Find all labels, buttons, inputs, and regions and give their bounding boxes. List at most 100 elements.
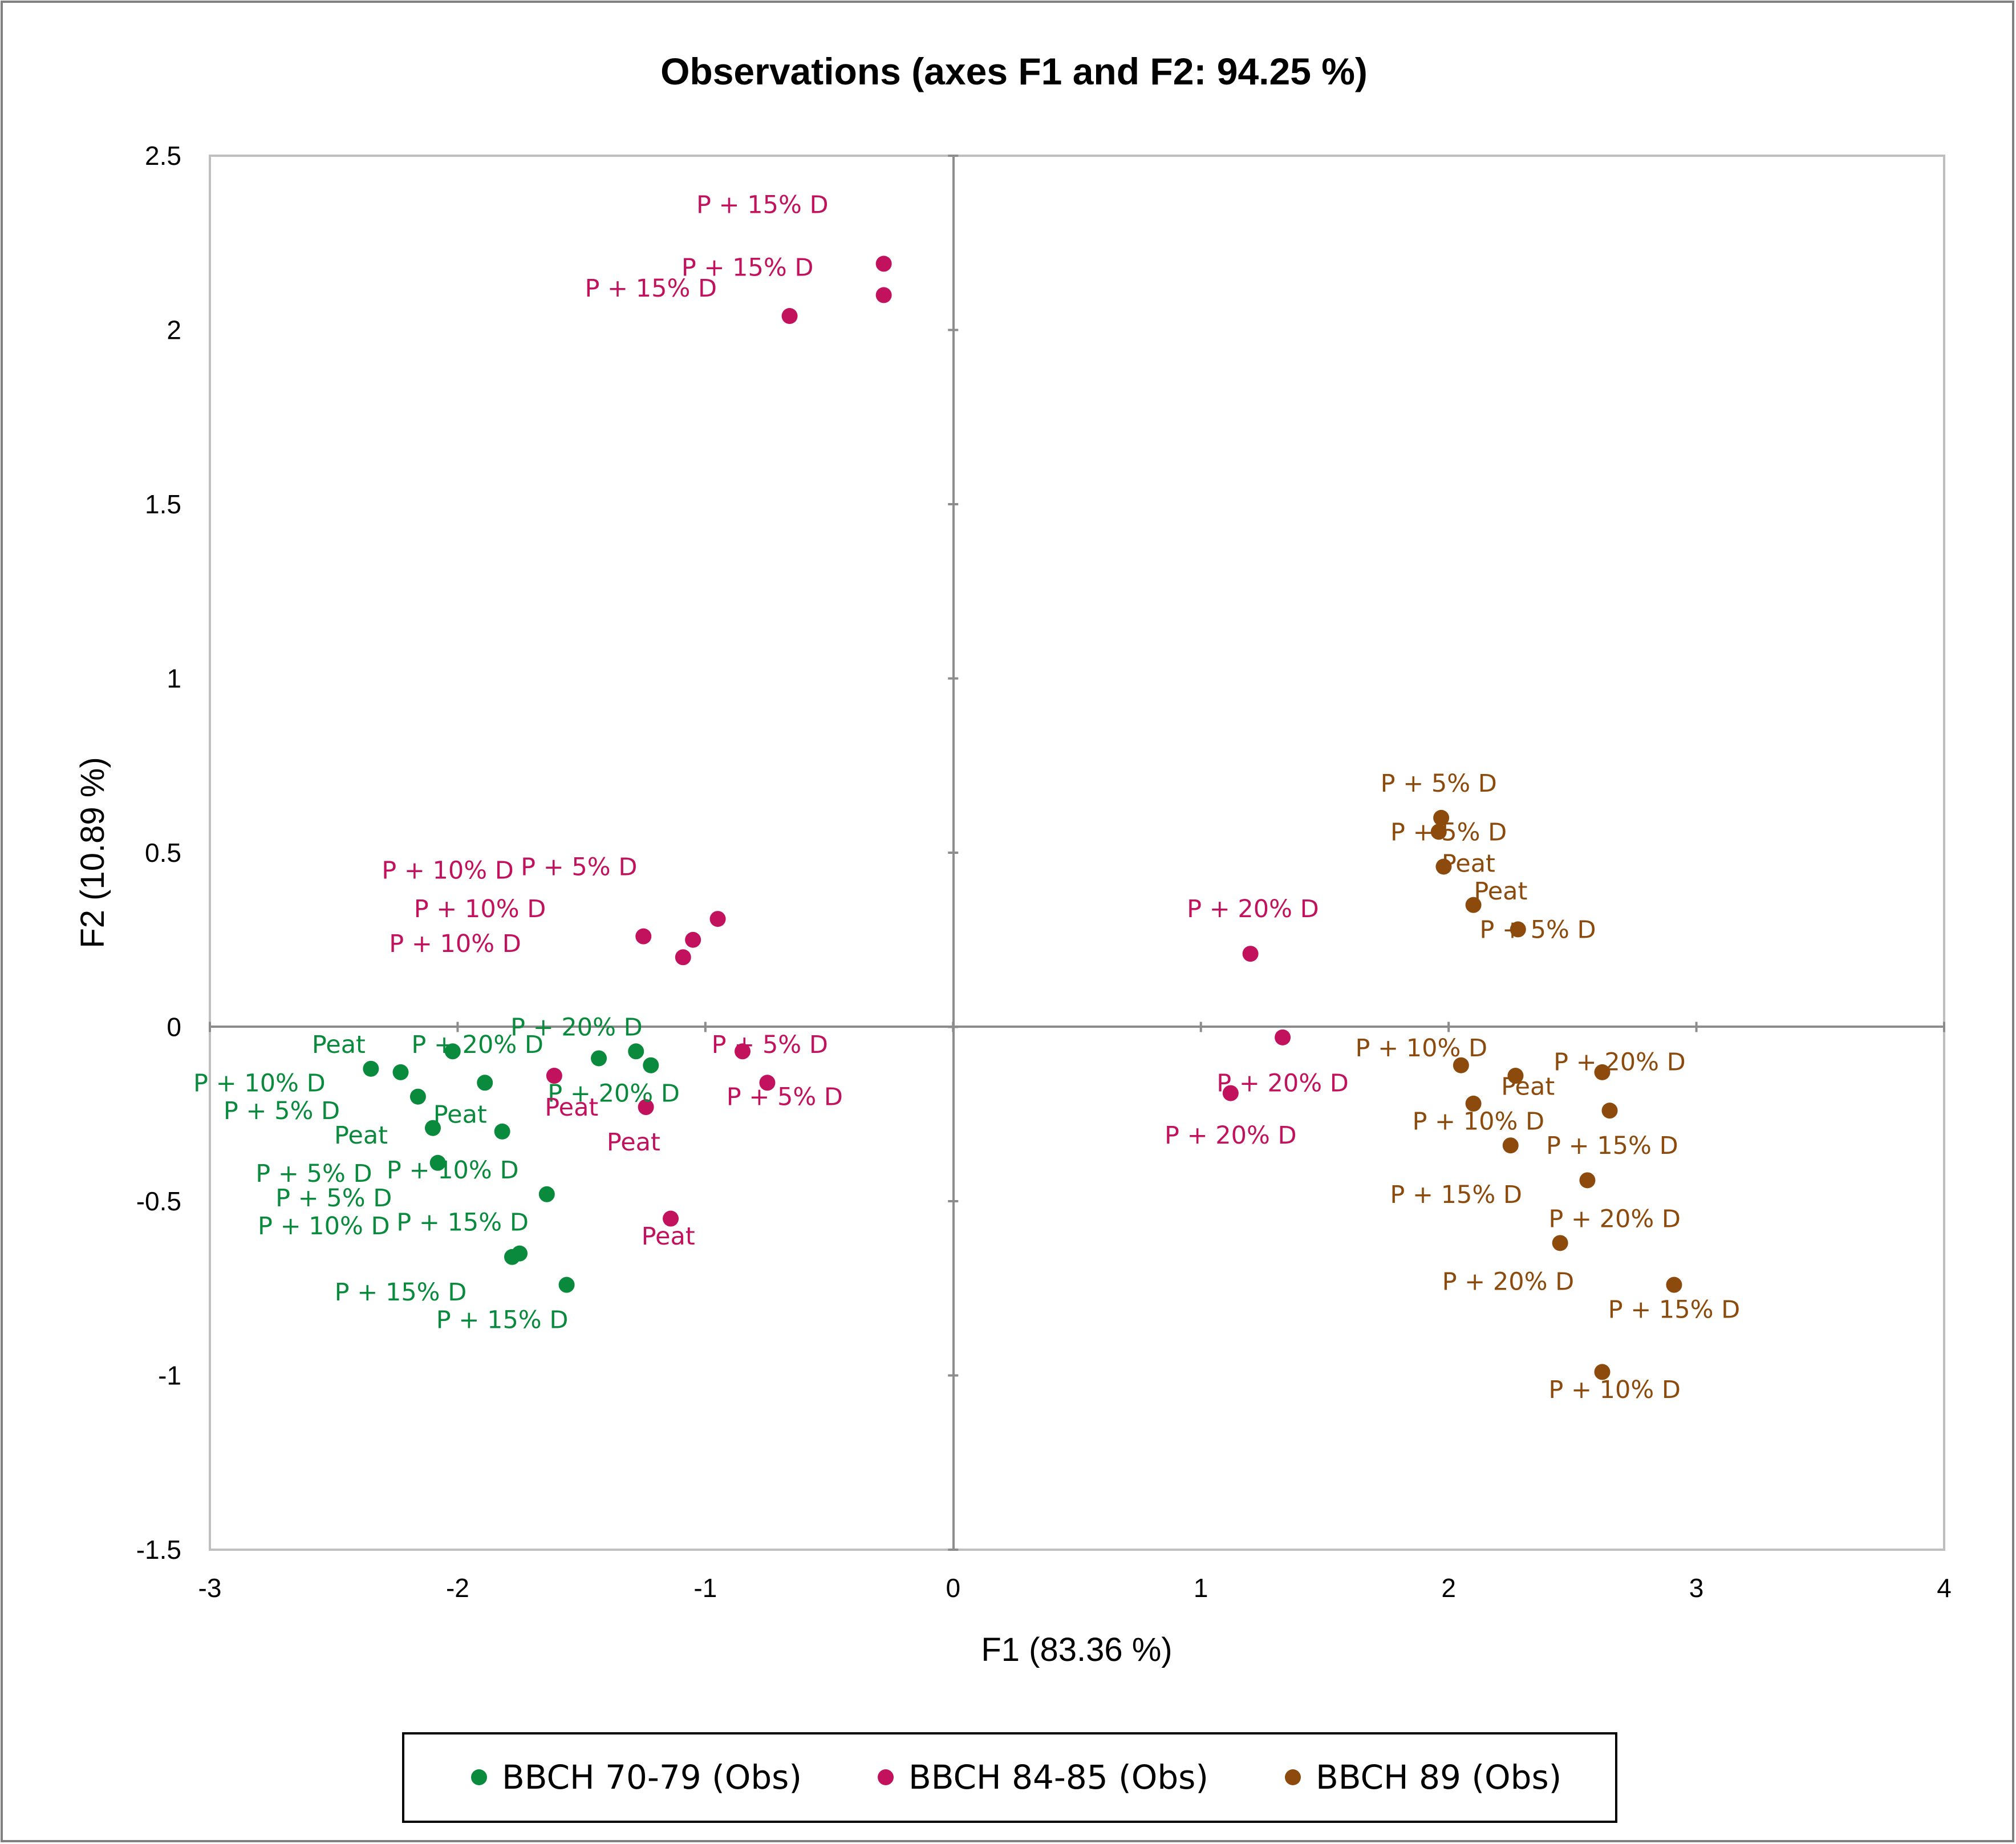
data-point xyxy=(643,1057,659,1073)
data-points xyxy=(363,256,1682,1380)
data-point-label: P + 20% D xyxy=(510,1014,643,1042)
x-tick-label: 3 xyxy=(1689,1573,1704,1603)
data-point xyxy=(781,308,798,325)
data-point-label: P + 10% D xyxy=(1356,1034,1488,1063)
x-tick-label: 0 xyxy=(946,1573,960,1603)
axis-ticks xyxy=(209,155,1945,1551)
data-point-label: P + 15% D xyxy=(682,254,814,282)
data-point xyxy=(663,1210,679,1227)
legend-marker xyxy=(1285,1769,1301,1785)
data-point-label: P + 20% D xyxy=(1187,895,1319,923)
data-point xyxy=(635,928,652,945)
data-point-label: P + 10% D xyxy=(414,895,546,923)
data-point-label: P + 5% D xyxy=(1390,818,1507,846)
x-tick-label: -1 xyxy=(693,1573,717,1603)
legend-label: BBCH 70-79 (Obs) xyxy=(502,1758,802,1797)
data-point xyxy=(709,911,726,927)
data-point-label: P + 20% D xyxy=(411,1031,543,1059)
data-point-label: P + 5% D xyxy=(1479,915,1596,944)
data-point-label: P + 5% D xyxy=(727,1083,843,1112)
data-point xyxy=(628,1043,644,1060)
data-point-label: P + 15% D xyxy=(1608,1295,1741,1324)
y-tick-label: 0 xyxy=(167,1012,181,1042)
x-tick-label: 1 xyxy=(1194,1573,1208,1603)
legend-box xyxy=(402,1732,1617,1823)
y-tick-label: -1 xyxy=(158,1361,181,1391)
data-point-label: P + 15% D xyxy=(335,1278,467,1307)
data-point xyxy=(1594,1064,1611,1080)
data-point-label: P + 10% D xyxy=(193,1069,326,1097)
data-point xyxy=(875,256,892,272)
data-point xyxy=(1510,921,1526,938)
data-point xyxy=(424,1120,441,1136)
data-point-label: P + 20% D xyxy=(1553,1048,1686,1077)
y-tick-labels: -1.5 -1 -0.5 0 0.5 1 1.5 2 2.5 xyxy=(136,141,181,1565)
data-point-label: P + 15% D xyxy=(436,1306,569,1335)
data-point xyxy=(675,949,691,966)
data-point-label: P + 10% D xyxy=(382,857,514,885)
data-point xyxy=(1552,1235,1568,1251)
data-point-label: P + 5% D xyxy=(521,853,637,881)
legend: BBCH 70-79 (Obs) BBCH 84-85 (Obs) BBCH 89 … xyxy=(471,1758,1561,1797)
legend-label: BBCH 84-85 (Obs) xyxy=(908,1758,1208,1797)
data-point-label: P + 5% D xyxy=(224,1097,340,1125)
y-tick-label: 1 xyxy=(167,664,181,694)
data-point xyxy=(1222,1085,1239,1101)
data-point xyxy=(1594,1364,1611,1380)
y-tick-label: 2.5 xyxy=(145,141,181,171)
data-point xyxy=(1453,1057,1469,1073)
y-tick-label: 2 xyxy=(167,315,181,345)
data-point-label: P + 5% D xyxy=(275,1184,392,1213)
data-point-label: P + 15% D xyxy=(696,191,829,220)
data-point-label: P + 15% D xyxy=(1546,1132,1678,1160)
data-point xyxy=(1579,1172,1596,1189)
data-point-label: P + 20% D xyxy=(1442,1268,1575,1296)
data-point-label: P + 15% D xyxy=(585,274,717,303)
data-point xyxy=(1433,809,1450,826)
data-point xyxy=(409,1088,426,1105)
legend-marker xyxy=(471,1769,487,1785)
data-point-label: Peat xyxy=(1474,877,1527,906)
data-point xyxy=(735,1043,751,1060)
data-point-label: P + 5% D xyxy=(255,1160,372,1188)
data-point-label: P + 20% D xyxy=(1216,1069,1349,1097)
data-point-label: P + 10% D xyxy=(1548,1376,1681,1404)
y-axis-title: F2 (10.89 %) xyxy=(74,757,111,948)
data-point xyxy=(1275,1029,1291,1045)
data-point-label: Peat xyxy=(642,1222,695,1251)
y-tick-label: 1.5 xyxy=(145,489,181,519)
data-point-label: P + 10% D xyxy=(387,1156,519,1185)
data-point xyxy=(444,1043,461,1060)
data-point-label: Peat xyxy=(312,1031,366,1059)
y-tick-label: -0.5 xyxy=(136,1186,181,1216)
legend-marker xyxy=(878,1769,894,1785)
data-point-label: P + 20% D xyxy=(1548,1205,1681,1234)
y-tick-label: -1.5 xyxy=(136,1535,181,1565)
data-point-label: Peat xyxy=(545,1093,598,1122)
data-point xyxy=(392,1064,409,1080)
data-point xyxy=(1430,824,1447,840)
data-point xyxy=(591,1050,607,1067)
x-tick-label: -3 xyxy=(198,1573,222,1603)
data-point xyxy=(1502,1137,1519,1154)
data-point-label: P + 20% D xyxy=(1165,1121,1297,1150)
data-point-label: Peat xyxy=(334,1121,388,1150)
data-point-label: P + 20% D xyxy=(547,1080,680,1108)
data-point-label: P + 5% D xyxy=(1381,769,1497,798)
data-point-label: Peat xyxy=(607,1128,660,1157)
data-point xyxy=(685,931,701,948)
x-tick-label: 2 xyxy=(1441,1573,1456,1603)
x-tick-label: -2 xyxy=(446,1573,469,1603)
data-point-label: Peat xyxy=(433,1100,487,1129)
data-point xyxy=(875,287,892,303)
data-point xyxy=(1242,946,1259,962)
data-point xyxy=(363,1060,379,1077)
data-point xyxy=(759,1075,776,1091)
data-point xyxy=(558,1276,575,1293)
data-point xyxy=(1435,858,1452,875)
data-point xyxy=(1507,1068,1524,1084)
data-point xyxy=(477,1075,493,1091)
